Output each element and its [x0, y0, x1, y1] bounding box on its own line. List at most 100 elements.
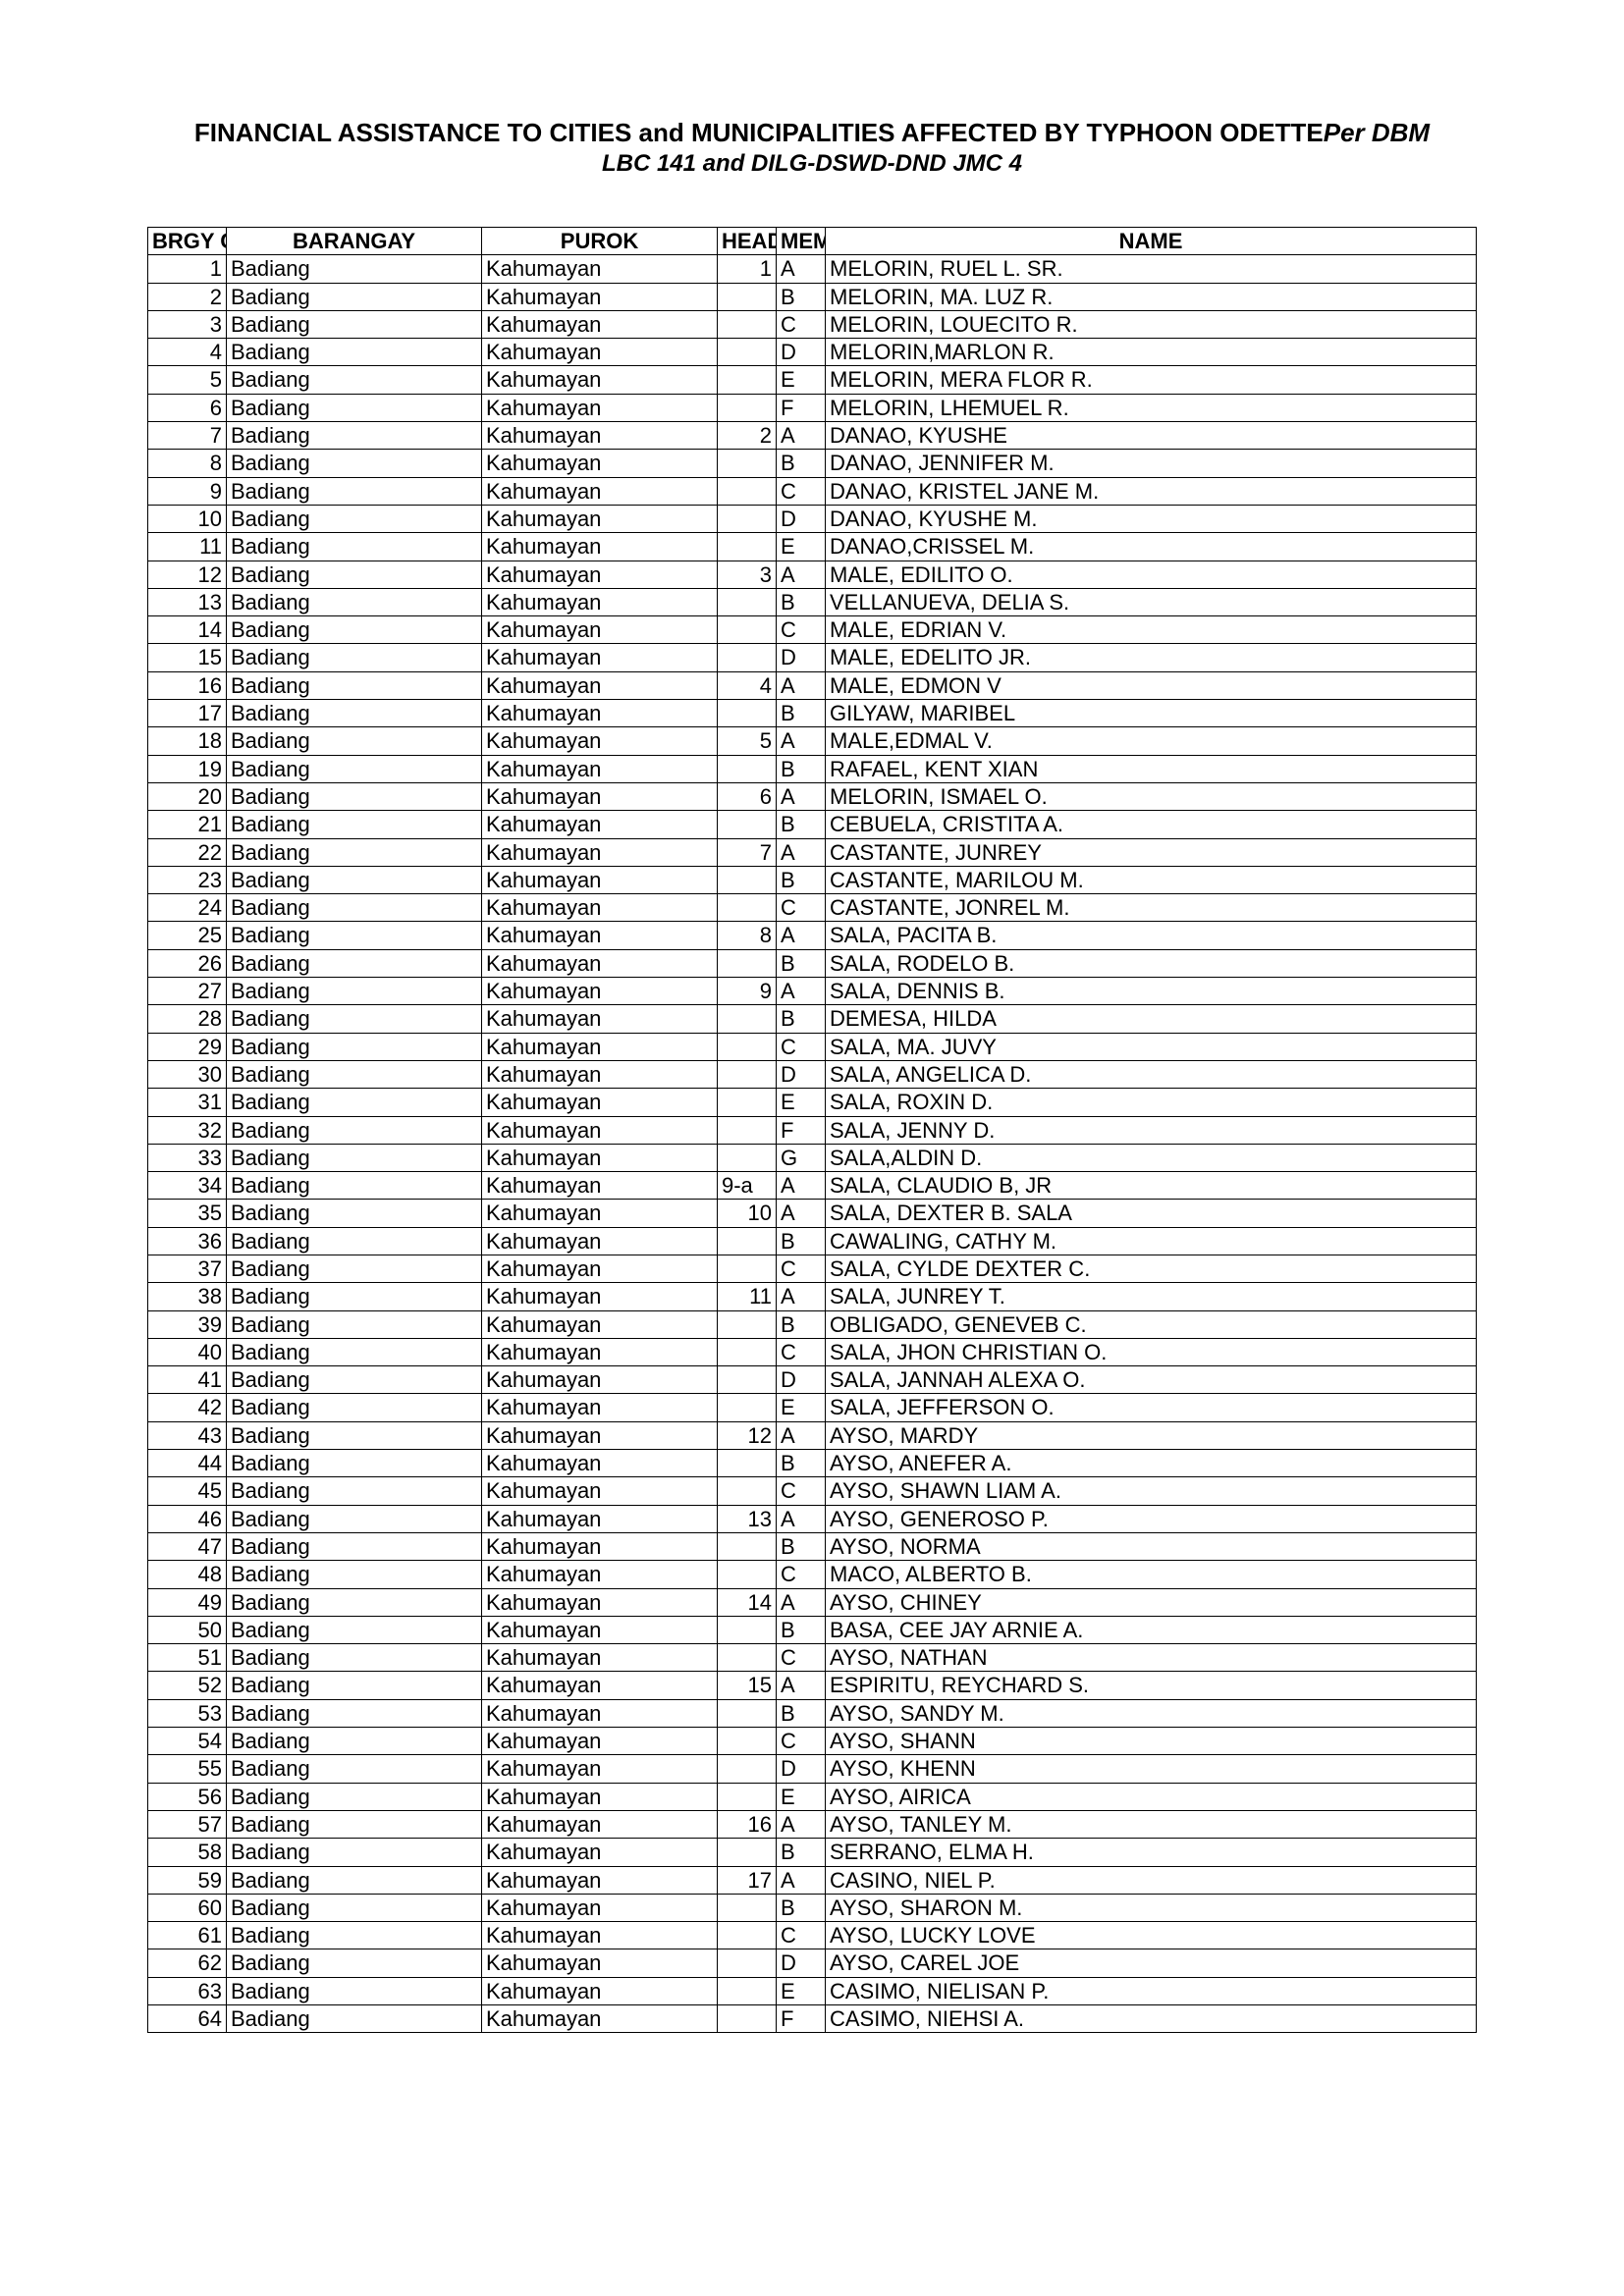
cell-head: [718, 1116, 777, 1144]
cell-member: C: [777, 1728, 826, 1755]
cell-head: 4: [718, 671, 777, 699]
cell-name: SALA, ROXIN D.: [826, 1089, 1477, 1116]
cell-barangay: Badiang: [227, 1505, 482, 1532]
cell-count: 39: [148, 1310, 227, 1338]
cell-name: SALA, JENNY D.: [826, 1116, 1477, 1144]
cell-barangay: Badiang: [227, 782, 482, 810]
cell-purok: Kahumayan: [482, 838, 718, 866]
cell-barangay: Badiang: [227, 1477, 482, 1505]
cell-barangay: Badiang: [227, 1421, 482, 1449]
cell-count: 38: [148, 1283, 227, 1310]
cell-name: MALE,EDMAL V.: [826, 727, 1477, 755]
cell-purok: Kahumayan: [482, 283, 718, 310]
cell-member: F: [777, 394, 826, 421]
cell-name: BASA, CEE JAY ARNIE A.: [826, 1616, 1477, 1643]
cell-name: SALA, PACITA B.: [826, 922, 1477, 949]
col-header-barangay: BARANGAY: [227, 228, 482, 255]
cell-purok: Kahumayan: [482, 616, 718, 644]
cell-purok: Kahumayan: [482, 978, 718, 1005]
cell-barangay: Badiang: [227, 922, 482, 949]
cell-count: 52: [148, 1672, 227, 1699]
cell-count: 59: [148, 1866, 227, 1894]
cell-head: [718, 1060, 777, 1088]
cell-purok: Kahumayan: [482, 1255, 718, 1282]
table-row: 1BadiangKahumayan1AMELORIN, RUEL L. SR.: [148, 255, 1477, 283]
cell-name: AYSO, TANLEY M.: [826, 1810, 1477, 1838]
cell-head: [718, 588, 777, 615]
table-header: BRGY COUNT BARANGAY PUROK HEAD MEMBER NA…: [148, 228, 1477, 255]
table-row: 51BadiangKahumayanCAYSO, NATHAN: [148, 1644, 1477, 1672]
cell-purok: Kahumayan: [482, 1588, 718, 1616]
cell-count: 7: [148, 422, 227, 450]
cell-count: 36: [148, 1227, 227, 1255]
cell-purok: Kahumayan: [482, 505, 718, 532]
cell-count: 12: [148, 561, 227, 588]
cell-count: 60: [148, 1894, 227, 1921]
table-row: 14BadiangKahumayanCMALE, EDRIAN V.: [148, 616, 1477, 644]
cell-count: 41: [148, 1366, 227, 1394]
table-row: 25BadiangKahumayan8ASALA, PACITA B.: [148, 922, 1477, 949]
cell-member: E: [777, 1089, 826, 1116]
cell-member: B: [777, 949, 826, 977]
table-row: 55BadiangKahumayanDAYSO, KHENN: [148, 1755, 1477, 1783]
cell-count: 16: [148, 671, 227, 699]
table-row: 32BadiangKahumayanFSALA, JENNY D.: [148, 1116, 1477, 1144]
cell-member: B: [777, 588, 826, 615]
cell-purok: Kahumayan: [482, 1728, 718, 1755]
cell-name: CASIMO, NIELISAN P.: [826, 1977, 1477, 2004]
cell-count: 15: [148, 644, 227, 671]
cell-name: CEBUELA, CRISTITA A.: [826, 811, 1477, 838]
cell-head: [718, 1894, 777, 1921]
cell-name: DANAO,CRISSEL M.: [826, 533, 1477, 561]
cell-name: MACO, ALBERTO B.: [826, 1561, 1477, 1588]
cell-name: SALA, DENNIS B.: [826, 978, 1477, 1005]
table-row: 15BadiangKahumayanDMALE, EDELITO JR.: [148, 644, 1477, 671]
cell-barangay: Badiang: [227, 1588, 482, 1616]
table-row: 30BadiangKahumayanDSALA, ANGELICA D.: [148, 1060, 1477, 1088]
cell-purok: Kahumayan: [482, 700, 718, 727]
cell-head: [718, 700, 777, 727]
cell-name: AYSO, AIRICA: [826, 1783, 1477, 1810]
cell-member: C: [777, 310, 826, 338]
cell-barangay: Badiang: [227, 1394, 482, 1421]
cell-member: C: [777, 1922, 826, 1949]
cell-purok: Kahumayan: [482, 1977, 718, 2004]
cell-name: SALA,ALDIN D.: [826, 1144, 1477, 1171]
cell-head: [718, 1561, 777, 1588]
cell-name: MALE, EDMON V: [826, 671, 1477, 699]
cell-purok: Kahumayan: [482, 588, 718, 615]
cell-purok: Kahumayan: [482, 1783, 718, 1810]
cell-member: A: [777, 838, 826, 866]
table-row: 11BadiangKahumayanEDANAO,CRISSEL M.: [148, 533, 1477, 561]
cell-barangay: Badiang: [227, 339, 482, 366]
cell-name: SALA, DEXTER B. SALA: [826, 1200, 1477, 1227]
cell-head: [718, 1949, 777, 1977]
cell-member: A: [777, 1421, 826, 1449]
cell-name: CASTANTE, JONREL M.: [826, 894, 1477, 922]
cell-purok: Kahumayan: [482, 1644, 718, 1672]
cell-count: 54: [148, 1728, 227, 1755]
cell-count: 25: [148, 922, 227, 949]
cell-count: 57: [148, 1810, 227, 1838]
cell-name: MALE, EDILITO O.: [826, 561, 1477, 588]
cell-purok: Kahumayan: [482, 1060, 718, 1088]
cell-count: 43: [148, 1421, 227, 1449]
cell-count: 11: [148, 533, 227, 561]
cell-barangay: Badiang: [227, 1255, 482, 1282]
cell-member: E: [777, 1783, 826, 1810]
table-row: 63BadiangKahumayanECASIMO, NIELISAN P.: [148, 1977, 1477, 2004]
page-title-block: FINANCIAL ASSISTANCE TO CITIES and MUNIC…: [147, 118, 1477, 178]
cell-name: AYSO, GENEROSO P.: [826, 1505, 1477, 1532]
cell-name: CAWALING, CATHY M.: [826, 1227, 1477, 1255]
cell-name: AYSO, SANDY M.: [826, 1699, 1477, 1727]
cell-head: [718, 894, 777, 922]
cell-purok: Kahumayan: [482, 894, 718, 922]
cell-count: 44: [148, 1450, 227, 1477]
cell-barangay: Badiang: [227, 1949, 482, 1977]
table-row: 5BadiangKahumayanEMELORIN, MERA FLOR R.: [148, 366, 1477, 394]
cell-count: 48: [148, 1561, 227, 1588]
table-row: 50BadiangKahumayanBBASA, CEE JAY ARNIE A…: [148, 1616, 1477, 1643]
cell-member: F: [777, 2005, 826, 2033]
table-body: 1BadiangKahumayan1AMELORIN, RUEL L. SR. 2…: [148, 255, 1477, 2033]
cell-count: 46: [148, 1505, 227, 1532]
